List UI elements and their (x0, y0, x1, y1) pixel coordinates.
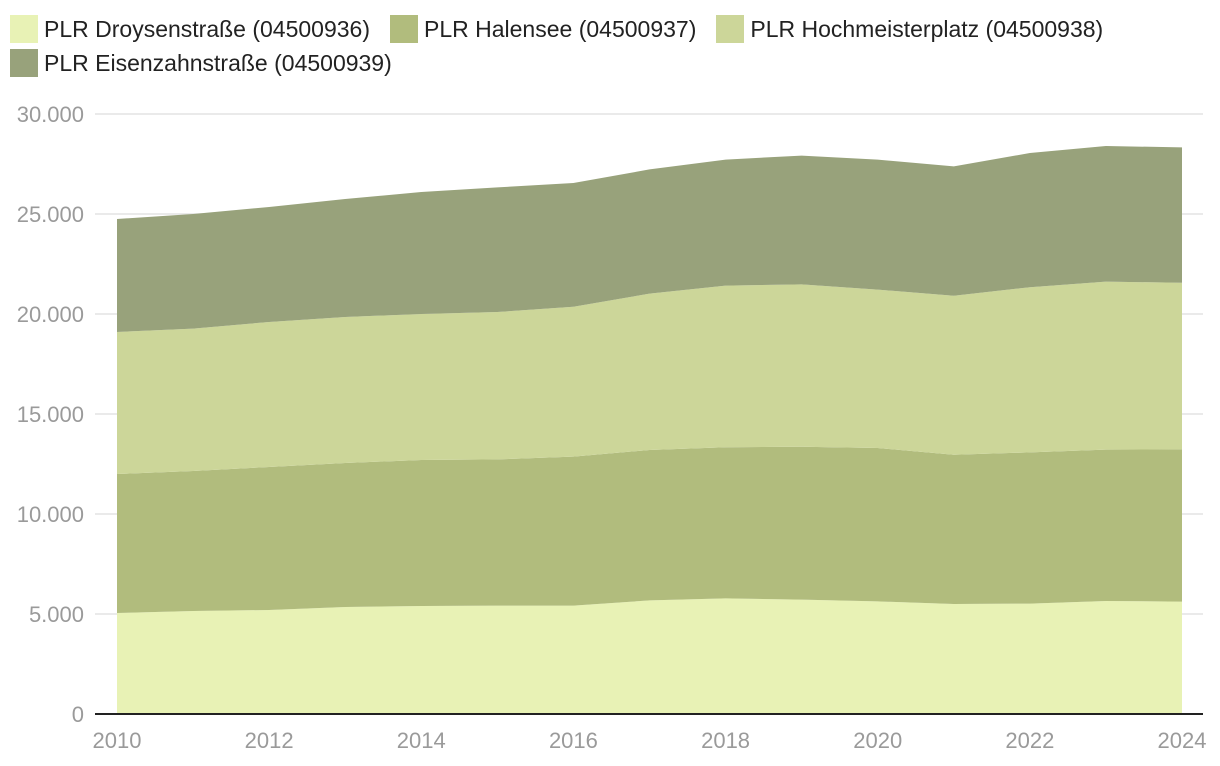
y-tick-label-4: 20.000 (17, 302, 84, 327)
legend-item-halensee[interactable]: PLR Halensee (04500937) (390, 15, 696, 43)
legend-item-eisenzahnstrasse[interactable]: PLR Eisenzahnstraße (04500939) (10, 49, 392, 77)
x-tick-label-0: 2010 (93, 728, 142, 753)
x-tick-label-1: 2012 (245, 728, 294, 753)
legend-label-halensee: PLR Halensee (04500937) (424, 15, 697, 42)
legend-swatch-halensee (390, 15, 418, 43)
x-tick-labels: 2010 2012 2014 2016 2018 2020 2022 2024 (93, 728, 1207, 753)
legend-swatch-hochmeisterplatz (716, 15, 745, 43)
area-series-2 (117, 446, 1182, 613)
x-tick-label-4: 2018 (701, 728, 750, 753)
area-series-4 (117, 146, 1182, 332)
area-series-layer (117, 146, 1182, 714)
legend-row-2: PLR Eisenzahnstraße (04500939) (10, 46, 1210, 80)
area-series-1 (117, 598, 1182, 714)
legend-label-droysenstrasse: PLR Droysenstraße (04500936) (44, 15, 370, 42)
legend-row-1: PLR Droysenstraße (04500936) PLR Halense… (10, 12, 1210, 46)
legend-item-hochmeisterplatz[interactable]: PLR Hochmeisterplatz (04500938) (716, 15, 1103, 43)
y-tick-label-6: 30.000 (17, 102, 84, 127)
legend: PLR Droysenstraße (04500936) PLR Halense… (10, 12, 1210, 80)
legend-label-eisenzahnstrasse: PLR Eisenzahnstraße (04500939) (44, 49, 392, 76)
y-tick-labels: 0 5.000 10.000 15.000 20.000 25.000 30.000 (17, 102, 84, 727)
x-tick-label-2: 2014 (397, 728, 446, 753)
legend-swatch-eisenzahnstrasse (10, 49, 38, 77)
x-tick-label-5: 2020 (853, 728, 902, 753)
x-tick-label-6: 2022 (1005, 728, 1054, 753)
y-tick-label-3: 15.000 (17, 402, 84, 427)
x-tick-label-3: 2016 (549, 728, 598, 753)
y-tick-label-0: 0 (72, 702, 84, 727)
y-tick-label-1: 5.000 (29, 602, 84, 627)
area-series-3 (117, 281, 1182, 474)
y-tick-label-5: 25.000 (17, 202, 84, 227)
y-tick-label-2: 10.000 (17, 502, 84, 527)
x-tick-label-7: 2024 (1158, 728, 1207, 753)
legend-label-hochmeisterplatz: PLR Hochmeisterplatz (04500938) (750, 15, 1104, 42)
legend-swatch-droysenstrasse (10, 15, 38, 43)
legend-item-droysenstrasse[interactable]: PLR Droysenstraße (04500936) (10, 15, 370, 43)
